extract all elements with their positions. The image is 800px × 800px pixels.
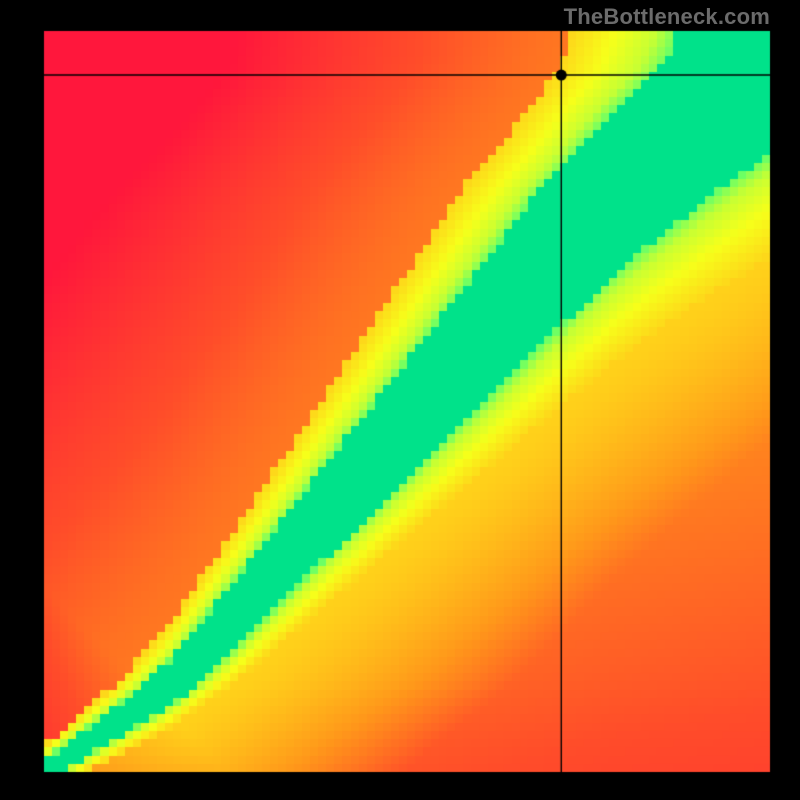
chart-container: TheBottleneck.com [0,0,800,800]
bottleneck-heatmap-canvas [0,0,800,800]
watermark-text: TheBottleneck.com [564,4,770,30]
